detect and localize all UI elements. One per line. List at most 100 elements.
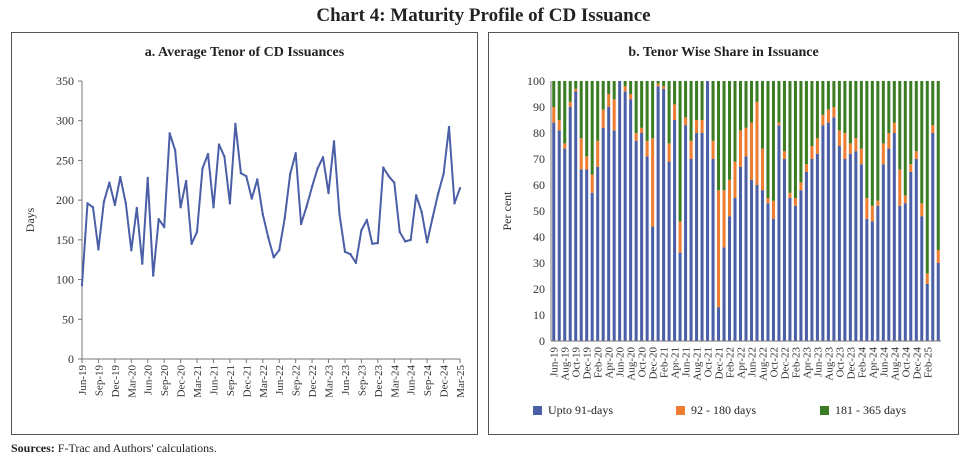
data-point [404, 240, 407, 243]
bar-92-180 [722, 190, 726, 248]
data-point [157, 218, 160, 221]
bar-181-365 [601, 81, 605, 110]
x-tick-label: Dec-22 [779, 347, 791, 379]
bar-92-180 [563, 143, 567, 149]
x-tick-label: Sep-24 [422, 365, 434, 397]
x-tick-label: Mar-25 [455, 365, 467, 398]
legend-item-92-180: 92 - 180 days [676, 403, 756, 418]
bar-upto-91 [826, 122, 830, 341]
bar-upto-91 [925, 283, 929, 341]
panel-tenor-share: b. Tenor Wise Share in Issuance 0 10 20 30 4… [488, 32, 959, 435]
data-point [316, 167, 319, 170]
bar-181-365 [876, 81, 880, 201]
bar-upto-91 [870, 221, 874, 341]
panel-average-tenor: a. Average Tenor of CD Issuances 0 50 100 1… [11, 32, 478, 435]
bar-181-365 [898, 81, 902, 170]
x-tick-label: Jun-24 [406, 365, 418, 395]
x-tick-label: Jun-23 [812, 347, 824, 377]
x-tick-label: Dec-21 [714, 347, 726, 379]
bar-92-180 [717, 190, 721, 308]
bar-181-365 [903, 81, 907, 196]
data-point [288, 172, 292, 176]
bar-181-365 [728, 81, 732, 180]
bar-92-180 [865, 198, 869, 219]
bar-92-180 [678, 221, 682, 253]
data-point [376, 241, 380, 245]
bar-92-180 [552, 107, 556, 123]
bar-92-180 [909, 164, 913, 172]
x-tick-label: Jun-21 [681, 347, 693, 377]
bar-92-180 [782, 151, 786, 159]
source-label: Sources: [11, 441, 55, 455]
data-point [458, 187, 462, 190]
bar-181-365 [656, 81, 660, 84]
bar-92-180 [931, 125, 935, 133]
y-tick-label: 350 [56, 74, 74, 88]
x-tick-label: Dec-19 [582, 347, 594, 380]
bar-92-180 [623, 86, 627, 92]
bar-181-365 [914, 81, 918, 152]
y-tick-label: 100 [56, 273, 74, 287]
bar-92-180 [920, 203, 924, 217]
bar-181-365 [557, 81, 561, 120]
bar-92-180 [574, 88, 578, 92]
bar-upto-91 [815, 153, 819, 341]
x-tick-label: Apr-21 [670, 347, 682, 379]
data-point [223, 155, 226, 158]
x-tick-label: Dec-19 [110, 365, 122, 398]
x-tick-label: Oct-21 [703, 347, 715, 378]
bar-181-365 [568, 81, 572, 102]
bar-181-365 [678, 81, 682, 222]
data-point [338, 213, 341, 216]
legend-label-92-180: 92 - 180 days [691, 403, 756, 417]
bar-181-365 [810, 81, 814, 146]
bar-upto-91 [914, 159, 918, 341]
bar-181-365 [936, 81, 940, 250]
bar-181-365 [760, 81, 764, 149]
bar-181-365 [799, 81, 803, 183]
bar-92-180 [859, 148, 863, 165]
bar-181-365 [815, 81, 819, 139]
bar-92-180 [557, 120, 561, 131]
y-tick-label: 40 [533, 230, 545, 244]
x-tick-label: Jun-24 [878, 347, 890, 377]
x-tick-label: Mar-21 [192, 365, 204, 398]
bar-181-365 [695, 81, 699, 120]
bar-upto-91 [848, 153, 852, 341]
bar-92-180 [689, 140, 693, 159]
bar-181-365 [881, 81, 885, 144]
bar-upto-91 [552, 122, 556, 341]
bar-181-365 [749, 81, 754, 123]
source-note: Sources: F-Trac and Authors' calculation… [11, 441, 217, 456]
bar-92-180 [837, 130, 841, 146]
data-point [398, 230, 401, 234]
x-tick-label: Sep-23 [356, 365, 368, 397]
y-axis-label: Per cent [500, 191, 514, 231]
bar-upto-91 [607, 107, 611, 341]
y-tick-label: 20 [533, 282, 545, 296]
bar-181-365 [645, 81, 649, 141]
bar-181-365 [870, 81, 874, 206]
x-tick-label: Oct-22 [768, 347, 780, 378]
data-point [414, 194, 418, 197]
x-tick-label: Dec-23 [845, 347, 857, 380]
bar-92-180 [568, 101, 572, 107]
bar-upto-91 [667, 161, 671, 341]
bar-92-180 [656, 83, 660, 87]
bar-upto-91 [810, 159, 814, 341]
bar-upto-91 [596, 166, 600, 341]
data-point [124, 202, 128, 205]
bar-upto-91 [711, 159, 715, 341]
bar-181-365 [832, 81, 836, 107]
bar-92-180 [749, 122, 754, 180]
legend-swatch-92-180 [676, 406, 685, 415]
bar-92-180 [810, 146, 814, 159]
bar-181-365 [733, 81, 737, 162]
bar-upto-91 [793, 205, 797, 341]
bar-upto-91 [634, 140, 638, 341]
bar-92-180 [629, 94, 633, 100]
bar-181-365 [744, 81, 748, 128]
data-point [212, 206, 215, 209]
bar-181-365 [909, 81, 913, 165]
data-point [349, 252, 352, 256]
